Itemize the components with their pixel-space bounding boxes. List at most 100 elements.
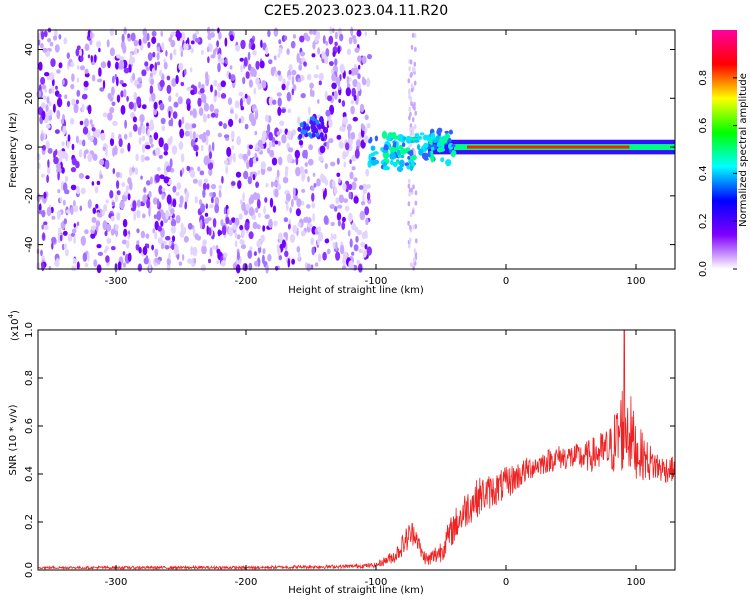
spectrogram-noise-cell: [119, 172, 123, 179]
spectrogram-noise-cell: [58, 62, 63, 69]
spectrogram-noise-cell: [234, 217, 240, 226]
spectrogram-noise-cell: [123, 88, 127, 98]
spectrogram-noise-cell: [291, 198, 294, 208]
spectrogram-noise-cell: [46, 174, 49, 183]
spectrogram-noise-cell: [199, 199, 203, 206]
spectrogram-noise-cell: [71, 143, 75, 151]
spectrogram-noise-cell: [185, 190, 190, 199]
spectrogram-signal-cell: [370, 152, 376, 157]
spectrogram-noise-cell: [80, 65, 85, 71]
spectrogram-signal-cell: [401, 142, 406, 147]
spectrogram-signal-cell: [387, 132, 394, 139]
spectrogram-noise-cell: [348, 36, 353, 45]
spectrogram-noise-cell: [122, 219, 128, 228]
spectrogram-noise-cell: [408, 115, 411, 121]
spectrogram-noise-cell: [62, 230, 68, 236]
spectrogram-noise-cell: [70, 83, 75, 90]
spectrogram-noise-cell: [179, 32, 182, 39]
spectrogram-noise-cell: [105, 245, 109, 252]
spectrogram-noise-cell: [96, 40, 102, 48]
spectrogram-noise-cell: [262, 248, 266, 255]
spectrogram-noise-cell: [198, 81, 202, 89]
spectrogram-noise-cell: [343, 198, 348, 204]
spectrogram-noise-cell: [351, 251, 355, 256]
spectrogram-noise-cell: [329, 61, 334, 66]
spectrogram-noise-cell: [238, 118, 242, 124]
spectrogram-noise-cell: [297, 116, 301, 125]
spectrogram-noise-cell: [349, 171, 354, 180]
spectrogram-noise-cell: [70, 167, 77, 173]
spectrogram-noise-cell: [153, 214, 158, 219]
spectrogram-noise-cell: [217, 91, 221, 99]
spectrogram-noise-cell: [137, 126, 142, 136]
spectrogram-noise-cell: [310, 185, 315, 192]
spectrogram-signal-cell: [450, 150, 456, 158]
spectrogram-carrier-core: [467, 145, 630, 149]
spectrogram-noise-cell: [61, 141, 65, 146]
spectrogram-noise-cell: [119, 80, 124, 85]
spectrogram-signal-cell: [430, 146, 435, 151]
spectrogram-noise-cell: [210, 32, 215, 38]
spectrogram-noise-cell: [138, 246, 142, 254]
spectrogram-noise-cell: [148, 97, 152, 102]
spectrogram-noise-cell: [286, 48, 290, 55]
spectrogram-signal-cell: [409, 165, 414, 172]
spectrogram-noise-cell: [147, 41, 151, 49]
spectrogram-noise-cell: [194, 196, 198, 204]
spectrogram-noise-cell: [163, 143, 169, 152]
spectrogram-signal-cell: [436, 147, 443, 153]
spectrogram-noise-cell: [278, 39, 282, 45]
spectrogram-noise-cell: [269, 149, 275, 158]
spectrogram-noise-cell: [304, 168, 308, 174]
spectrogram-noise-cell: [256, 239, 262, 248]
spectrogram-noise-cell: [413, 149, 417, 155]
spectrogram-noise-cell: [289, 234, 296, 243]
spectrogram-noise-cell: [43, 224, 49, 231]
spectrogram-signal-cell: [298, 133, 303, 139]
spectrogram-noise-cell: [127, 33, 130, 38]
spectrogram-noise-cell: [186, 86, 192, 91]
spectrogram-noise-cell: [408, 66, 411, 72]
spectrogram-noise-cell: [228, 220, 233, 226]
spectrogram-noise-cell: [180, 81, 185, 87]
spectrogram-noise-cell: [236, 251, 240, 261]
spectrogram-noise-cell: [171, 145, 178, 155]
spectrogram-noise-cell: [248, 79, 253, 88]
spectrogram-noise-cell: [47, 147, 53, 154]
spectrogram-noise-cell: [358, 263, 363, 273]
spectrogram-noise-cell: [153, 101, 158, 110]
spectrogram-noise-cell: [301, 172, 306, 180]
spectrogram-noise-cell: [40, 249, 43, 257]
spectrogram-noise-cell: [96, 180, 101, 186]
spectrogram-signal-cell: [430, 132, 436, 140]
spectrogram-noise-cell: [112, 75, 115, 84]
spectrogram-noise-cell: [243, 170, 249, 180]
snr-multiplier-close: ): [10, 310, 21, 314]
spectrogram-noise-cell: [191, 123, 197, 129]
spectrogram-noise-cell: [353, 244, 359, 252]
spectrogram-noise-cell: [169, 52, 173, 61]
spectrogram-noise-cell: [249, 157, 254, 168]
spectrogram-noise-cell: [248, 41, 252, 50]
spectrogram-noise-cell: [413, 80, 417, 86]
spectrogram-noise-cell: [158, 137, 164, 148]
spectrogram-noise-cell: [56, 163, 61, 170]
spectrogram-noise-cell: [245, 71, 250, 79]
spectrogram-noise-cell: [79, 120, 84, 126]
spectrogram-noise-cell: [170, 225, 176, 234]
spectrogram-noise-cell: [330, 233, 333, 242]
spectrogram-noise-cell: [79, 56, 84, 62]
spectrogram-noise-cell: [136, 209, 141, 219]
spectrogram-noise-cell: [231, 181, 236, 186]
spectrogram-noise-cell: [299, 35, 305, 43]
spectrogram-noise-cell: [353, 94, 357, 101]
spectrogram-noise-cell: [414, 46, 417, 52]
spectrogram-noise-cell: [307, 217, 312, 224]
spectrogram-noise-cell: [186, 165, 191, 172]
spectrogram-noise-cell: [413, 67, 416, 73]
spectrogram-noise-cell: [265, 46, 269, 55]
spectrogram-noise-cell: [46, 206, 52, 217]
spectrogram-noise-cell: [189, 110, 193, 116]
snr-xtick-label: -100: [365, 577, 388, 588]
spectrogram-noise-cell: [317, 47, 320, 55]
